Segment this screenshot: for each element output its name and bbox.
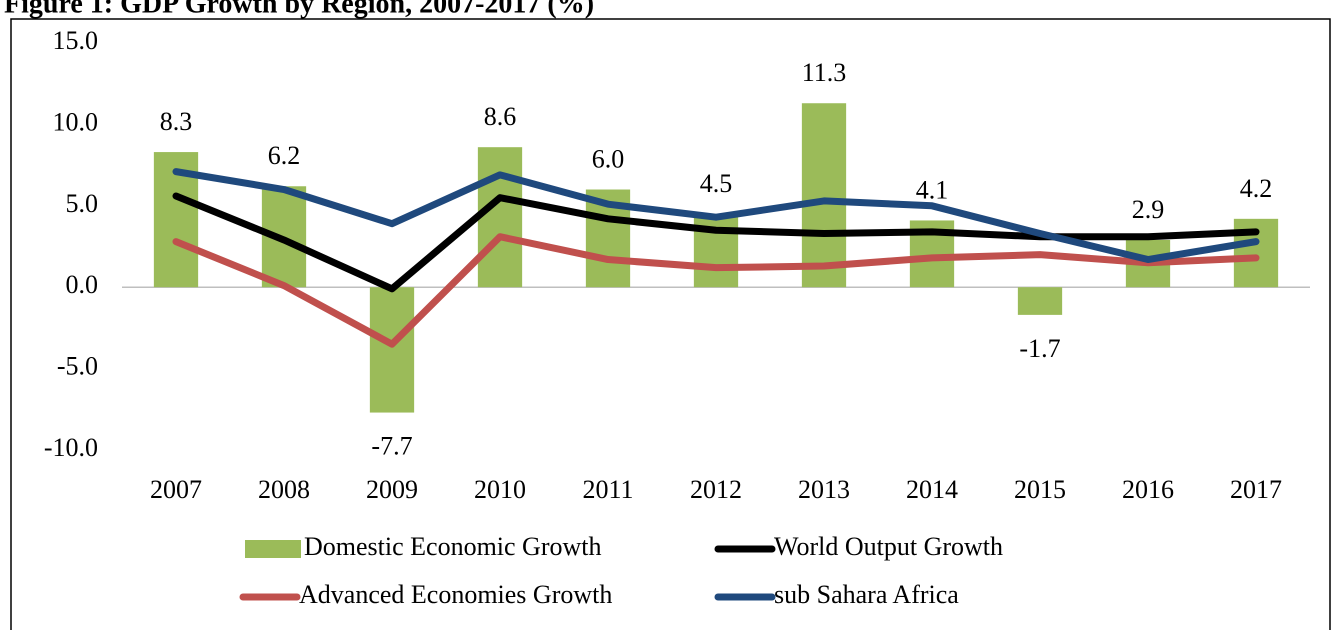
data-label: -7.7 bbox=[371, 432, 412, 461]
chart-title: Figure 1: GDP Growth by Region, 2007-201… bbox=[4, 0, 594, 19]
line bbox=[172, 233, 1260, 348]
legend-swatch bbox=[245, 540, 301, 558]
bar bbox=[477, 147, 523, 288]
y-tick-label: 0.0 bbox=[66, 270, 99, 299]
x-tick-label: 2013 bbox=[798, 475, 850, 504]
data-label: -1.7 bbox=[1019, 334, 1060, 363]
x-tick-label: 2014 bbox=[906, 475, 958, 504]
y-tick-label: 15.0 bbox=[53, 26, 99, 55]
bar bbox=[801, 103, 847, 288]
data-label: 11.3 bbox=[802, 58, 847, 87]
chart-border bbox=[10, 18, 1331, 630]
bar bbox=[369, 287, 415, 413]
bar bbox=[1017, 287, 1063, 315]
data-label: 6.2 bbox=[268, 141, 301, 170]
x-tick-label: 2015 bbox=[1014, 475, 1066, 504]
data-label: 4.2 bbox=[1240, 174, 1273, 203]
x-tick-label: 2007 bbox=[150, 475, 202, 504]
y-tick-label: -10.0 bbox=[44, 433, 98, 462]
legend-label: Advanced Economies Growth bbox=[299, 580, 612, 609]
x-tick-label: 2009 bbox=[366, 475, 418, 504]
legend-label: Domestic Economic Growth bbox=[304, 532, 602, 561]
bar bbox=[693, 213, 739, 288]
data-label: 6.0 bbox=[592, 144, 625, 173]
data-label: 2.9 bbox=[1132, 195, 1165, 224]
x-tick-label: 2017 bbox=[1230, 475, 1282, 504]
x-tick-label: 2010 bbox=[474, 475, 526, 504]
y-tick-label: 5.0 bbox=[66, 189, 99, 218]
data-label: 8.3 bbox=[160, 107, 193, 136]
data-label: 4.1 bbox=[916, 175, 949, 204]
x-tick-label: 2011 bbox=[582, 475, 633, 504]
y-tick-label: 10.0 bbox=[53, 107, 99, 136]
data-label: 4.5 bbox=[700, 169, 733, 198]
y-tick-label: -5.0 bbox=[57, 352, 98, 381]
data-label: 8.6 bbox=[484, 102, 517, 131]
line bbox=[172, 168, 1260, 264]
line bbox=[172, 192, 1260, 293]
x-tick-label: 2012 bbox=[690, 475, 742, 504]
x-tick-label: 2008 bbox=[258, 475, 310, 504]
legend-label: sub Sahara Africa bbox=[774, 580, 959, 609]
legend-label: World Output Growth bbox=[774, 532, 1003, 561]
x-tick-label: 2016 bbox=[1122, 475, 1174, 504]
